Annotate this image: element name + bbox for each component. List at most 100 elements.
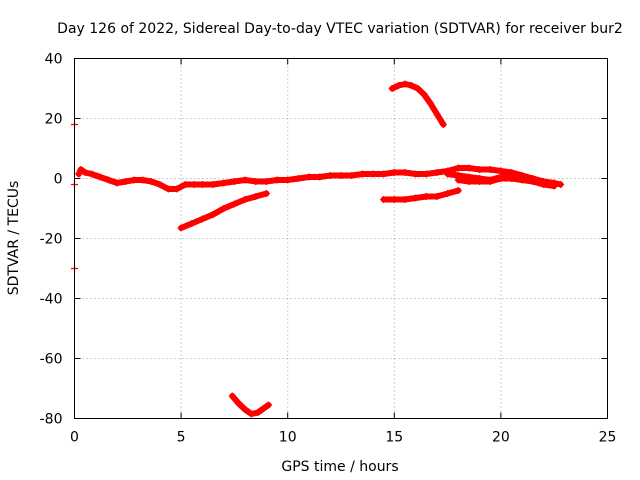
data-point (273, 176, 281, 184)
data-point (88, 170, 96, 178)
data-point (497, 173, 505, 181)
data-point (337, 172, 345, 179)
data-point (262, 190, 270, 197)
x-tick-label: 15 (385, 430, 403, 446)
x-tick-label: 0 (70, 430, 79, 446)
data-point (407, 82, 415, 89)
y-tick-label: -40 (40, 292, 63, 308)
chart-title: Day 126 of 2022, Sidereal Day-to-day VTE… (57, 21, 623, 37)
data-point (508, 172, 516, 179)
data-point (401, 196, 409, 203)
data-point (113, 179, 121, 187)
data-point (380, 196, 388, 203)
data-point (444, 170, 452, 178)
y-axis-label: SDTVAR / TECUs (6, 181, 22, 296)
data-point (241, 176, 249, 184)
data-point (230, 178, 238, 185)
data-point (529, 178, 537, 185)
data-point (401, 80, 409, 88)
y-tick-label: 40 (45, 52, 63, 68)
data-point (390, 169, 398, 176)
data-point (454, 172, 462, 179)
data-point (476, 166, 484, 173)
data-point (265, 401, 273, 409)
data-point (427, 100, 435, 107)
data-point (294, 175, 302, 182)
data-point (260, 404, 268, 412)
data-point (252, 178, 260, 185)
data-point (209, 181, 217, 188)
data-point (557, 181, 565, 188)
data-point (254, 409, 262, 416)
data-point (81, 169, 89, 176)
data-point (130, 176, 138, 184)
data-point (476, 175, 484, 182)
data-point (188, 220, 196, 227)
data-point (412, 194, 420, 202)
y-tick-label: -20 (40, 232, 63, 248)
data-point (433, 169, 441, 176)
data-point (122, 178, 130, 185)
data-point (220, 205, 228, 212)
data-point (190, 181, 198, 188)
data-point (358, 170, 366, 178)
x-tick-label: 25 (599, 430, 617, 446)
series-rising-segment (177, 190, 270, 232)
data-point (77, 166, 85, 173)
data-point (550, 182, 558, 190)
data-point (439, 121, 447, 128)
data-point (305, 173, 313, 181)
data-point (164, 185, 172, 193)
data-point (412, 170, 420, 178)
data-point (465, 173, 473, 181)
data-point (284, 176, 292, 184)
data-point (241, 406, 249, 413)
data-point (316, 173, 324, 181)
data-point (241, 196, 249, 203)
data-point (518, 176, 526, 184)
data-point (262, 178, 270, 185)
series-bottom-dip (228, 392, 273, 418)
plot-frame (74, 58, 608, 419)
ticks-layer: 0 5 10 15 20 25 -80 -60 -40 -20 0 20 40 (40, 52, 617, 446)
data-point (198, 215, 206, 223)
data-point (540, 181, 548, 188)
y-tick-label: -80 (40, 412, 63, 428)
data-point (156, 181, 164, 188)
data-point (326, 172, 334, 179)
series-upper-arc (388, 80, 447, 128)
data-point (105, 176, 113, 184)
data-point (177, 224, 185, 232)
data-point (247, 410, 255, 418)
data-point (147, 178, 155, 185)
y-tick-label: -60 (40, 352, 63, 368)
data-point (414, 85, 422, 92)
data-point (422, 170, 430, 178)
data-point (433, 193, 441, 200)
data-point (181, 181, 189, 188)
data-point (173, 185, 181, 193)
data-point (228, 392, 236, 400)
data-point (388, 85, 396, 92)
data-point (220, 179, 228, 187)
y-tick-label: 0 (54, 172, 63, 188)
data-point (420, 91, 428, 98)
series-lower-right-segment (380, 187, 462, 203)
data-point (454, 164, 462, 172)
data-layer (71, 80, 565, 418)
data-point (433, 110, 441, 118)
data-point (198, 181, 206, 188)
data-point (380, 170, 388, 178)
data-point (252, 193, 260, 200)
data-point (139, 176, 147, 184)
data-point (486, 176, 494, 184)
x-tick-label: 10 (279, 430, 297, 446)
data-point (497, 167, 505, 175)
x-axis-label: GPS time / hours (281, 459, 398, 475)
data-point (444, 190, 452, 197)
data-point (230, 200, 238, 208)
data-point (209, 211, 217, 218)
data-point (395, 82, 403, 89)
